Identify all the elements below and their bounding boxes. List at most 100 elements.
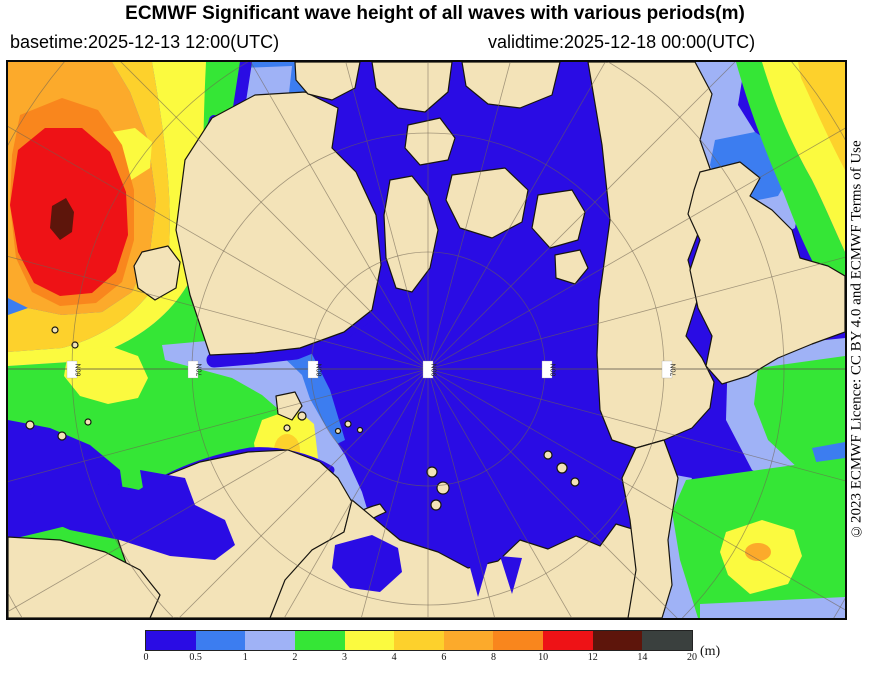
severnaya-zemlya-1 (426, 466, 438, 478)
svg-text:80N: 80N (317, 364, 324, 377)
new-siberian-2 (556, 462, 568, 474)
colorbar: (m) 0 0.5 1 2 3 4 6 8 10 12 14 20 (143, 630, 766, 667)
colorbar-cell (592, 631, 643, 650)
meridian-line (120, 62, 429, 370)
arctic-wave-height-map: 60N 70N 80N 90N 80N 70N (8, 62, 845, 618)
colorbar-cell (443, 631, 494, 650)
storm-gold-ring (8, 62, 170, 352)
norwegian-yellow-patch (64, 346, 148, 404)
canada-island-4 (445, 167, 529, 239)
svg-text:70N: 70N (197, 364, 204, 377)
meridian-line (283, 368, 429, 618)
canada-island-3 (461, 62, 561, 109)
colorbar-unit: (m) (700, 644, 721, 659)
franz-josef-1 (344, 420, 352, 428)
gulf-of-bothnia (140, 470, 195, 515)
svg-text:80N: 80N (551, 364, 558, 377)
latitude-label: 80N (307, 360, 324, 379)
meridian-line (427, 368, 573, 618)
latitude-label: 90N (422, 360, 439, 379)
time-row: basetime:2025-12-13 12:00(UTC) validtime… (0, 32, 870, 56)
colorbar-tick: 20 (687, 652, 697, 663)
meridian-line (427, 256, 845, 370)
ellesmere-island (383, 175, 439, 293)
yenisei-estuary (500, 556, 522, 594)
canada-island-7 (404, 117, 456, 166)
colorbar-tick: 8 (490, 652, 496, 663)
franz-josef-3 (334, 427, 342, 435)
latitude-label: 80N (541, 360, 558, 379)
colorbar-tick: 3 (342, 652, 348, 663)
colorbar-cell (146, 631, 196, 650)
bering-green-band (736, 62, 845, 308)
colorbar-tick: 4 (391, 652, 397, 663)
meridian-line (427, 127, 845, 370)
meridian-line (360, 368, 429, 618)
colorbar-cell (493, 631, 544, 650)
meridian-line (427, 368, 845, 611)
ob-estuary (468, 560, 488, 597)
basetime-label: basetime:2025-12-13 12:00(UTC) (10, 32, 280, 52)
colorbar-tick: 1 (242, 652, 248, 663)
storm-maroon-peak (50, 198, 74, 240)
shetland-1 (25, 420, 35, 430)
colorbar-cell (294, 631, 345, 650)
new-siberian-1 (543, 450, 553, 460)
colorbar-cell (642, 631, 693, 650)
meridian-line (8, 368, 429, 612)
colorbar-tick: 14 (637, 652, 648, 663)
validtime-label: validtime:2025-12-18 00:00(UTC) (488, 32, 756, 52)
alaska (687, 161, 845, 385)
colorbar-cell (195, 631, 246, 650)
meridian-line (427, 62, 606, 370)
colorbar-cells (145, 630, 693, 651)
iceland (133, 245, 181, 301)
kamchatka-strip (621, 439, 679, 618)
meridian-line (427, 62, 511, 370)
colorbar-tick: 6 (441, 652, 447, 663)
shetland-3 (84, 418, 92, 426)
northwest-europe (8, 536, 161, 618)
bering-bottom-strip (700, 597, 845, 618)
svg-text:60N: 60N (76, 364, 83, 377)
bering-orange-spot (745, 543, 771, 561)
severnaya-zemlya-3 (430, 499, 442, 511)
colorbar-tick: 2 (292, 652, 298, 663)
meridian-line (427, 368, 678, 618)
chukotka (587, 62, 715, 449)
meridian-line (345, 62, 429, 370)
faroe-islands (51, 326, 59, 334)
bering-yellow-band (762, 62, 845, 252)
svalbard-south (283, 424, 291, 432)
canada-island-1 (294, 62, 361, 101)
latitude-label: 70N (661, 360, 678, 379)
meridian-line (8, 126, 429, 370)
franz-josef-2 (356, 426, 364, 434)
latitude-labels: 60N 70N 80N 90N 80N 70N (66, 360, 678, 379)
shetland-2 (57, 431, 67, 441)
severnaya-zemlya-2 (436, 481, 450, 495)
svg-text:70N: 70N (671, 364, 678, 377)
canada-island-6 (554, 249, 589, 285)
meridian-line (427, 62, 736, 370)
white-sea (332, 535, 402, 592)
colorbar-tick: 10 (538, 652, 549, 663)
greenland (175, 91, 382, 356)
meridian-line (427, 368, 845, 482)
colorbar-cell (394, 631, 444, 650)
colorbar-tick: 0 (143, 652, 149, 663)
bering-gold-corner (798, 62, 845, 170)
meridian-line (250, 62, 429, 370)
copyright-notice: ©2023 ECMWF Licence: CC BY 4.0 and ECMWF… (848, 140, 865, 540)
meridian-line (8, 256, 429, 370)
new-siberian-3 (570, 477, 580, 487)
colorbar-cell (245, 631, 295, 650)
colorbar-cell (344, 631, 395, 650)
meridian-line (8, 368, 429, 482)
faroe-islands-2 (71, 341, 79, 349)
meridian-line (427, 368, 496, 618)
colorbar-cell (543, 631, 593, 650)
latitude-label: 70N (187, 360, 204, 379)
svg-text:90N: 90N (432, 364, 439, 377)
